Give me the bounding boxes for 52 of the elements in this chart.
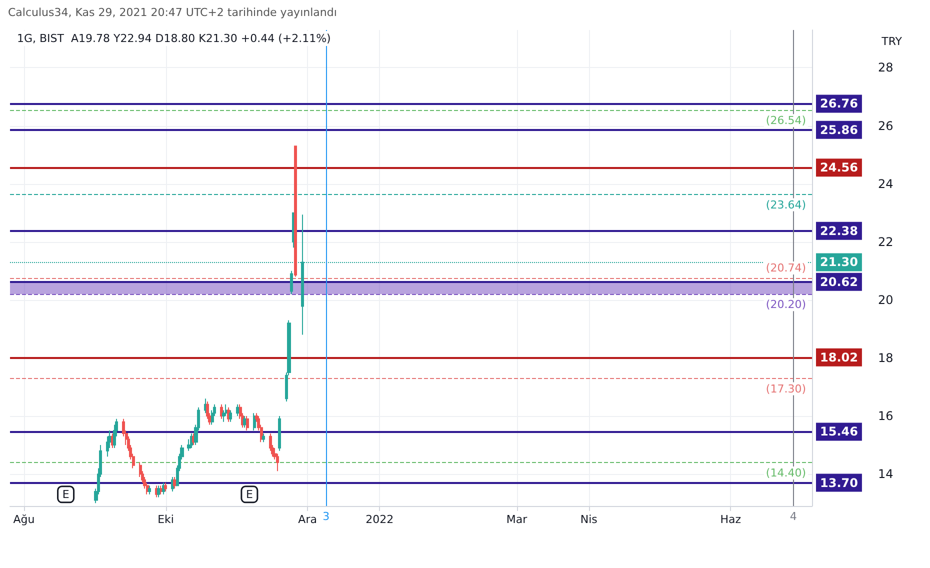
candlestick xyxy=(253,412,256,432)
y-tick-label: 28 xyxy=(878,60,894,75)
candlestick xyxy=(148,485,151,495)
candlestick xyxy=(229,410,232,422)
ref-line-label: 25.86 xyxy=(820,122,858,137)
candlestick xyxy=(160,485,163,495)
ref-line-label: (20.74) xyxy=(766,261,806,274)
chart-title: 1G, BIST A19.78 Y22.94 D18.80 K21.30 +0.44 (+2.11%) xyxy=(17,32,331,45)
ref-line-label: 24.56 xyxy=(820,160,858,175)
candlestick xyxy=(162,482,165,495)
y-tick-label: 18 xyxy=(878,350,894,365)
ref-line-label: (14.40) xyxy=(766,466,806,480)
ref-line-label: 13.70 xyxy=(820,476,858,490)
ref-line-label: (20.20) xyxy=(766,298,806,312)
ref-line-label: 26.76 xyxy=(820,96,858,111)
y-tick-label: 20 xyxy=(878,292,894,307)
x-tick-label: Mar xyxy=(506,513,528,526)
candlestick xyxy=(243,416,246,428)
candlestick xyxy=(236,404,239,417)
candlestick xyxy=(294,146,297,278)
x-tick-label: Ara xyxy=(298,513,317,526)
candlestick xyxy=(278,416,281,452)
ref-line-label: 4 xyxy=(790,510,797,523)
candlestick xyxy=(262,432,265,443)
candlestick xyxy=(164,482,167,492)
candlestick xyxy=(290,270,293,295)
ref-line-label: 18.02 xyxy=(820,350,858,364)
ref-line-label: (23.64) xyxy=(766,198,806,212)
y-tick-label: 26 xyxy=(878,118,894,133)
y-tick-label: 24 xyxy=(878,176,894,191)
x-tick-label: Haz xyxy=(720,513,742,526)
text: TRY xyxy=(880,35,902,48)
ref-line-label: 20.62 xyxy=(820,274,858,289)
ref-line-label: 21.30 xyxy=(820,255,858,270)
annotation: E xyxy=(246,488,253,501)
x-tick-label: Ağu xyxy=(13,513,35,526)
candlestick xyxy=(157,485,160,498)
ref-line-label: 22.38 xyxy=(820,224,858,238)
x-tick-label: Nis xyxy=(580,513,598,526)
y-tick-label: 16 xyxy=(878,409,894,424)
y-tick-label: 22 xyxy=(878,234,894,249)
candlestick xyxy=(246,416,249,432)
ref-line-label: (17.30) xyxy=(766,382,806,396)
candlestick xyxy=(220,404,223,420)
ref-line-label: 15.46 xyxy=(820,424,858,439)
text: Calculus34, Kas 29, 2021 20:47 UTC+2 tarihinde yayınlandı xyxy=(8,6,337,19)
x-tick-label: Eki xyxy=(158,513,174,526)
annotation: E xyxy=(62,488,70,501)
y-tick-label: 14 xyxy=(878,467,894,482)
ref-line-label: (26.54) xyxy=(766,114,806,128)
ref-line-label: 3 xyxy=(322,510,330,523)
x-tick-label: 2022 xyxy=(366,513,394,526)
